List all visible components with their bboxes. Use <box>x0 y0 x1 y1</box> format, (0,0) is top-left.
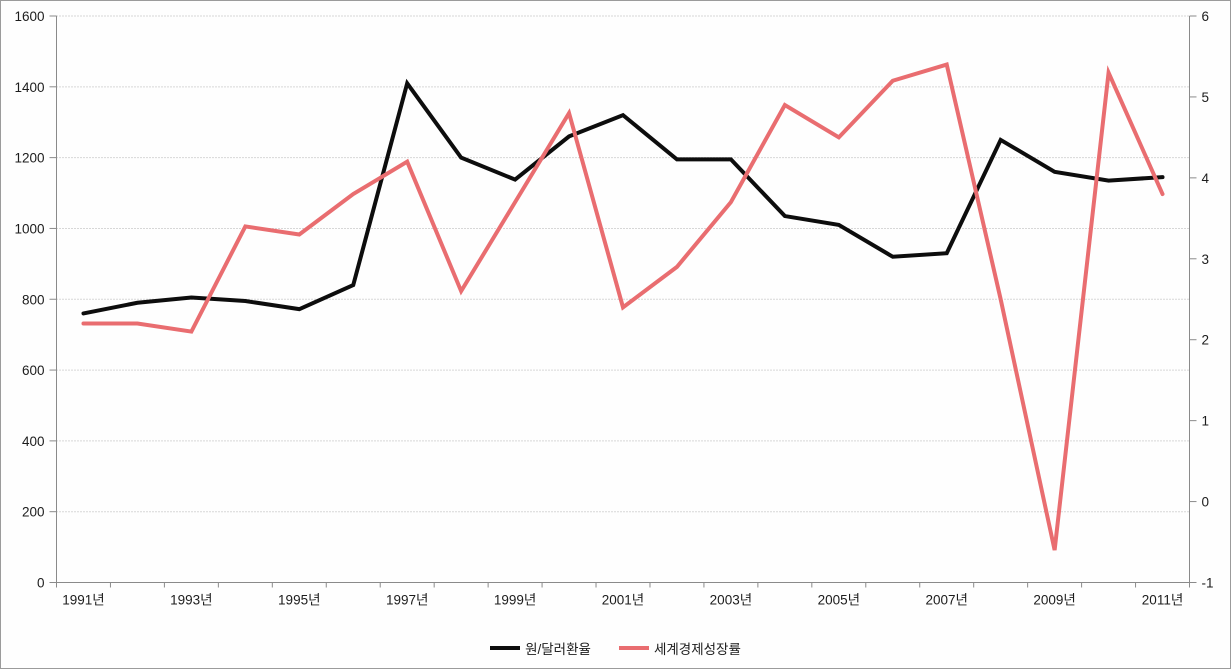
legend-line-sample-world-growth <box>618 646 649 650</box>
y-axis-right-label: 6 <box>1202 9 1210 24</box>
x-axis-label: 1991년 <box>62 593 104 608</box>
y-axis-left-label: 1000 <box>14 221 44 236</box>
legend: 원/달러환율 세계경제성장률 <box>1 638 1230 658</box>
y-axis-right-label: 4 <box>1202 171 1210 186</box>
y-axis-right-label: 3 <box>1202 252 1210 267</box>
y-axis-right-label: 0 <box>1202 495 1210 510</box>
x-axis-label: 2003년 <box>710 593 752 608</box>
x-axis-label: 2011년 <box>1142 593 1183 608</box>
y-axis-left-label: 600 <box>22 363 45 378</box>
y-axis-right-label: 5 <box>1202 90 1210 105</box>
legend-line-sample-exchange-rate <box>490 646 521 650</box>
x-axis-label: 2005년 <box>818 593 860 608</box>
legend-item-world-growth: 세계경제성장률 <box>618 638 741 658</box>
x-axis-label: 2009년 <box>1033 593 1075 608</box>
y-axis-right-label: 2 <box>1202 333 1210 348</box>
x-axis-label: 1993년 <box>170 593 212 608</box>
x-axis-label: 1995년 <box>278 593 320 608</box>
y-axis-left-label: 1200 <box>14 151 44 166</box>
legend-label-world-growth: 세계경제성장률 <box>653 642 741 657</box>
x-axis-label: 1999년 <box>494 593 536 608</box>
x-axis-label: 2007년 <box>925 593 967 608</box>
legend-label-exchange-rate: 원/달러환율 <box>525 642 591 657</box>
y-axis-left-label: 400 <box>22 434 45 449</box>
series-exchange-rate-line <box>81 78 1165 316</box>
legend-item-exchange-rate: 원/달러환율 <box>490 638 591 658</box>
y-axis-left-label: 200 <box>22 505 45 520</box>
y-axis-left-label: 800 <box>22 292 45 307</box>
y-axis-right-label: 1 <box>1202 414 1210 429</box>
series-world-growth-line <box>81 62 1165 551</box>
y-axis-right-label: -1 <box>1202 576 1214 591</box>
x-axis-label: 1997년 <box>386 593 428 608</box>
y-axis-left-label: 0 <box>37 576 45 591</box>
x-axis-label: 2001년 <box>602 593 644 608</box>
y-axis-left-label: 1600 <box>14 9 44 24</box>
y-axis-left-label: 1400 <box>14 80 44 95</box>
